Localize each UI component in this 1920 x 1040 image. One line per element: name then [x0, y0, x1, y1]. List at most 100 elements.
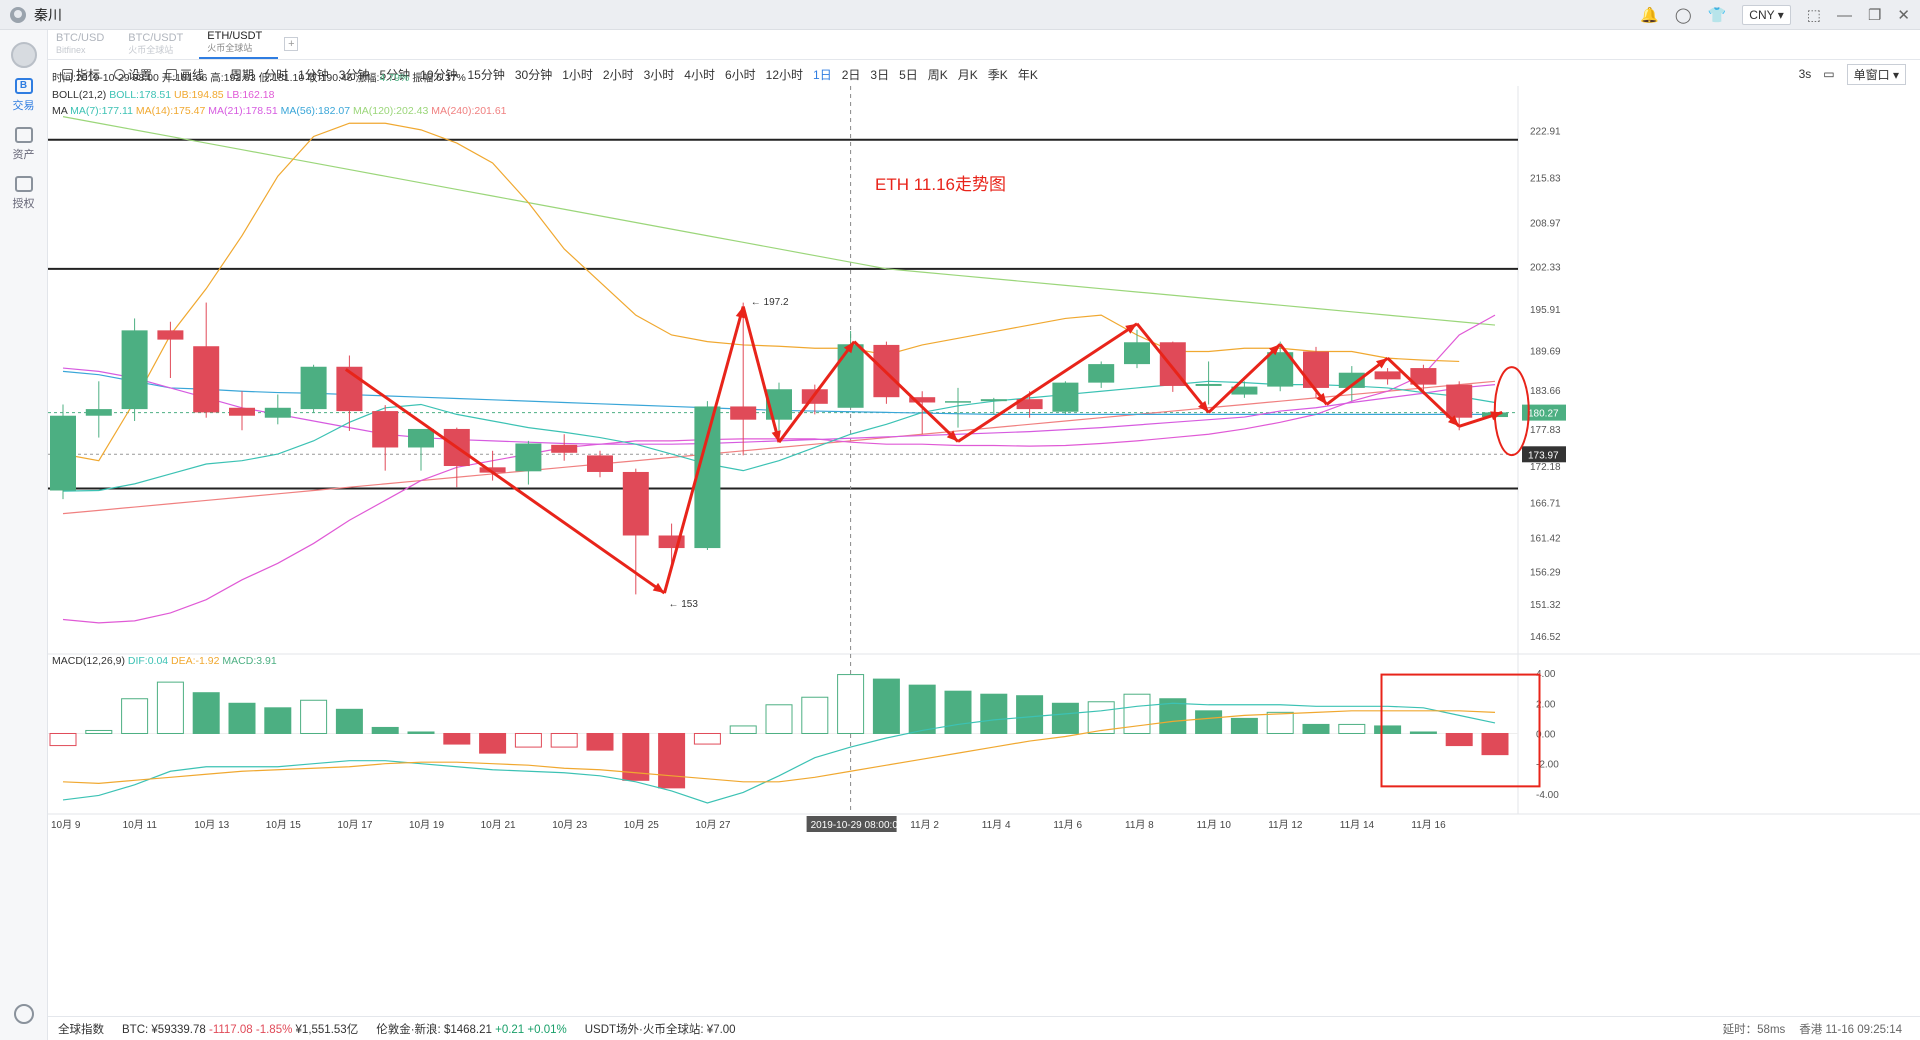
macd-bar-35 [1302, 723, 1330, 734]
trend-arrow-2 [741, 306, 781, 443]
sidebar-item-assets[interactable]: 资产 [0, 127, 47, 162]
period-15[interactable]: 3日 [870, 67, 890, 82]
currency-select[interactable]: CNY ▾ [1742, 5, 1791, 25]
shirt-icon[interactable]: 👕 [1707, 7, 1727, 24]
draw-button[interactable]: 画线 [166, 66, 204, 83]
period-13[interactable]: 1日 [813, 67, 832, 82]
avatar [10, 6, 26, 23]
period-17[interactable]: 周K [927, 67, 948, 82]
macd-dea-line [62, 710, 1496, 784]
bell-icon[interactable]: 🔔 [1640, 7, 1659, 24]
ma-info-item: MA(56):182.07 [281, 105, 353, 117]
macd-bar-6 [264, 707, 292, 734]
fullscreen-icon[interactable]: ⬚ [1806, 7, 1821, 24]
period-6[interactable]: 30分钟 [514, 67, 553, 82]
tab-eth-usdt[interactable]: ETH/USDT 火币全球站 [199, 28, 279, 59]
boll-info: BOLL(21,2) BOLL:178.51 UB:194.85 LB:162.… [52, 89, 275, 101]
x-tick-8: 10月 25 [624, 819, 659, 831]
wallet-icon [14, 127, 33, 143]
price-tick-3: 202.33 [1530, 263, 1561, 274]
window-mode-select[interactable]: 单窗口 ▾ [1846, 63, 1906, 85]
period-7[interactable]: 1小时 [562, 67, 593, 82]
gear-icon [114, 68, 126, 80]
ma-info-item: MA(7):177.11 [70, 105, 136, 117]
candle-38 [1410, 368, 1437, 385]
settings-icon[interactable] [14, 1004, 34, 1024]
add-tab-button[interactable]: + [284, 37, 299, 51]
candle-30 [1124, 342, 1150, 365]
indicator-button[interactable]: 指标 [62, 66, 100, 83]
ohlc-field: 涨幅: [356, 71, 380, 84]
ref-price-tag [1522, 446, 1566, 463]
boll-mid-line [62, 380, 1496, 492]
boll-info-item: UB:194.85 [174, 89, 227, 101]
macd-tick-1: 2.00 [1536, 699, 1556, 710]
period-1[interactable]: 1分钟 [298, 67, 329, 82]
macd-bar-33 [1230, 717, 1258, 734]
close-icon[interactable]: ✕ [1897, 7, 1910, 24]
global-index-label[interactable]: 全球指数 [58, 1023, 104, 1036]
price-tick-12: 151.32 [1530, 600, 1561, 611]
period-9[interactable]: 3小时 [643, 67, 675, 82]
kline-chart[interactable]: 222.91 215.83 208.97 202.33 195.91 189.69 183.… [48, 71, 1920, 1016]
period-8[interactable]: 2小时 [602, 67, 634, 82]
pen-icon [166, 68, 178, 80]
ma240-line [62, 380, 1496, 515]
boll-info-item: BOLL:178.51 [109, 89, 174, 101]
period-16[interactable]: 5日 [899, 67, 918, 82]
period-14[interactable]: 2日 [841, 67, 861, 82]
period-0[interactable]: 分时 [264, 67, 289, 82]
candle-36 [1338, 372, 1365, 388]
settings-button[interactable]: 设置 [114, 66, 152, 83]
trend-arrowhead-8 [1316, 392, 1327, 405]
macd-bar-27 [1016, 695, 1044, 734]
period-20[interactable]: 年K [1017, 67, 1038, 82]
tab-btc-usd[interactable]: BTC/USD Bitfinex [56, 32, 105, 55]
candle-22 [837, 344, 864, 408]
macd-bar-1 [85, 729, 113, 734]
highlight-ellipse [1493, 366, 1530, 457]
macd-highlight-box [1380, 673, 1541, 788]
candle-7 [300, 366, 327, 410]
refresh-interval[interactable]: 3s [1798, 67, 1812, 81]
ohlc-field: 时间:2019-10-29 08:00 [52, 71, 162, 84]
period-3[interactable]: 5分钟 [379, 67, 411, 82]
macd-bar-13 [514, 732, 542, 748]
candle-2 [121, 330, 148, 410]
period-5[interactable]: 15分钟 [467, 67, 505, 82]
search-icon[interactable]: ◯ [1674, 7, 1692, 24]
price-tick-6: 183.66 [1530, 386, 1561, 397]
expand-icon[interactable]: ▭ [1823, 67, 1835, 81]
sidebar-item-auth[interactable]: 授权 [0, 176, 47, 211]
tab-btc-usdt[interactable]: BTC/USDT 火币全球站 [128, 32, 184, 55]
price-tick-0: 222.91 [1530, 126, 1561, 137]
x-tick-15: 11月 10 [1197, 819, 1232, 831]
macd-info: MACD(12,26,9) DIF:0.04 DEA:-1.92 MACD:3.… [52, 655, 277, 667]
user-info[interactable]: 秦川 [10, 5, 62, 25]
period-19[interactable]: 季K [987, 67, 1008, 82]
restore-icon[interactable]: ❐ [1867, 7, 1882, 24]
period-2[interactable]: 3分钟 [338, 67, 370, 82]
candle-5 [229, 407, 255, 416]
period-18[interactable]: 月K [957, 67, 978, 82]
macd-bar-14 [550, 732, 578, 748]
period-label[interactable]: 周期 [230, 67, 255, 82]
usdt-quote: USDT场外·火币全球站: ¥7.00 [584, 1023, 736, 1036]
x-tick-6: 10月 21 [481, 819, 516, 831]
candle-34 [1267, 352, 1294, 387]
period-12[interactable]: 12小时 [765, 67, 804, 82]
x-tick-18: 11月 16 [1411, 819, 1446, 831]
candle-25 [945, 401, 971, 403]
period-10[interactable]: 4小时 [684, 67, 715, 82]
period-4[interactable]: 10分钟 [420, 67, 458, 82]
macd-dif-line [62, 702, 1496, 804]
current-price-tag [1522, 404, 1566, 421]
macd-bar-40 [1481, 732, 1509, 756]
candle-6 [264, 407, 291, 418]
ma-info-item: MA [52, 105, 70, 117]
period-11[interactable]: 6小时 [724, 67, 756, 82]
minimize-icon[interactable]: — [1836, 6, 1852, 24]
ma-info-item: MA(14):175.47 [136, 105, 208, 117]
candle-32 [1195, 383, 1222, 386]
sidebar-item-trade[interactable]: B 交易 [12, 78, 35, 112]
